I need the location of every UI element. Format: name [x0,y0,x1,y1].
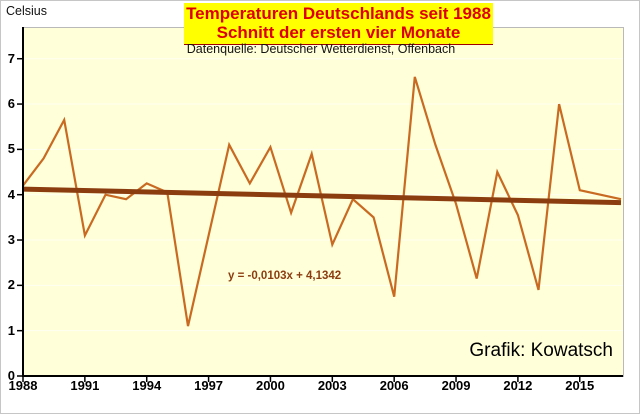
y-tick-label: 5 [7,141,15,157]
trend-equation-label: y = -0,0103x + 4,1342 [228,270,342,282]
y-tick-label: 2 [7,277,15,293]
data-source-label: Datenquelle: Deutscher Wetterdienst, Off… [186,42,456,56]
y-tick-label: 4 [7,186,15,202]
x-tick-label: 1997 [194,378,224,393]
x-tick-label: 2012 [503,378,533,393]
y-tick-label: 0 [7,368,15,383]
y-tick-label: 3 [7,232,15,248]
x-tick-label: 1994 [132,378,162,393]
chart-svg [17,27,623,382]
credit-label: Grafik: Kowatsch [469,340,613,361]
y-axis-unit-label: Celsius [6,4,47,18]
trend-line [22,186,622,206]
y-tick-label: 1 [7,322,15,338]
chart-subtitle: Schnitt der ersten vier Monate [216,23,461,42]
chart-title-box: Temperaturen Deutschlands seit 1988 Schn… [184,3,493,45]
temperature-line [22,76,622,327]
y-tick-label: 6 [7,96,15,112]
chart-title: Temperaturen Deutschlands seit 1988 [186,4,491,23]
x-tick-label: 2006 [379,378,409,393]
x-tick-label: 2000 [255,378,285,393]
x-tick-label: 2015 [565,378,595,393]
x-tick-label: 1991 [70,378,100,393]
y-tick-label: 7 [7,50,15,66]
x-tick-label: 2009 [441,378,471,393]
x-tick-label: 2003 [317,378,347,393]
x-tick-label: 1988 [8,378,38,393]
